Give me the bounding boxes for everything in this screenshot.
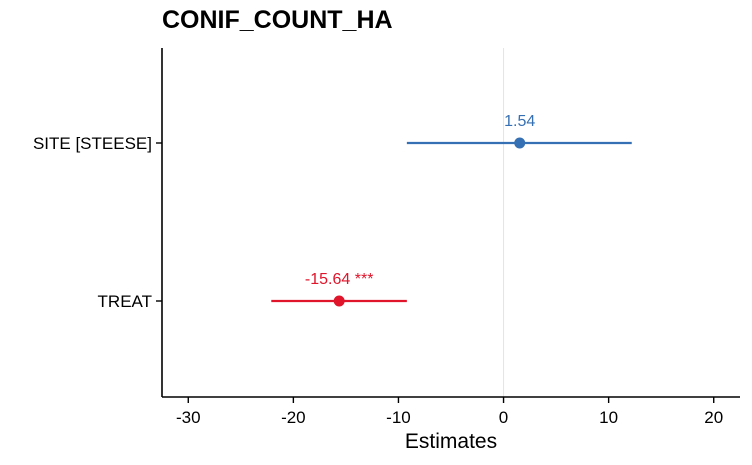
y-tick-label: SITE [STEESE] <box>33 134 152 153</box>
value-label: -15.64 *** <box>305 271 374 288</box>
x-tick-label: 0 <box>499 408 508 427</box>
y-tick-label: TREAT <box>98 292 152 311</box>
x-tick-label: -30 <box>176 408 201 427</box>
x-tick-label: -10 <box>386 408 411 427</box>
x-tick-label: 20 <box>704 408 723 427</box>
chart-title: CONIF_COUNT_HA <box>162 6 393 34</box>
x-tick-label: -20 <box>281 408 306 427</box>
x-tick-label: 10 <box>599 408 618 427</box>
estimate-point <box>514 137 526 149</box>
plot-marks: 1.54 -15.64 *** <box>271 113 632 307</box>
axes: -30 -20 -10 0 10 20 SITE [STEESE] TREAT <box>33 48 740 427</box>
x-axis-label: Estimates <box>405 430 497 453</box>
estimate-point <box>333 295 345 307</box>
value-label: 1.54 <box>504 113 535 130</box>
